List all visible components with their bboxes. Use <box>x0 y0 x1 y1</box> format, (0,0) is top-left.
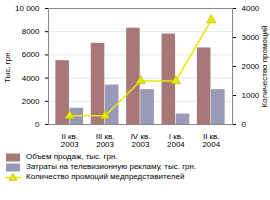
svg-text:6000: 6000 <box>22 50 40 59</box>
html-text:Количество промоций медпредста: Количество промоций медпредставителей <box>26 172 185 181</box>
svg-text:I кв.2004: I кв.2004 <box>167 132 185 149</box>
svg-text:II кв.2003: II кв.2003 <box>61 132 79 149</box>
svg-text:II кв.2004: II кв.2004 <box>202 132 220 149</box>
svg-text:4000: 4000 <box>242 4 260 13</box>
svg-text:3000: 3000 <box>242 33 260 42</box>
svg-text:10 000: 10 000 <box>15 4 40 13</box>
html-text:Объем продаж, тыс. грн.: Объем продаж, тыс. грн. <box>26 152 118 161</box>
svg-text:0: 0 <box>242 120 247 129</box>
svg-text:IV кв.2003: IV кв.2003 <box>131 132 151 149</box>
svg-text:2000: 2000 <box>22 97 40 106</box>
svg-text:8000: 8000 <box>22 27 40 36</box>
svg-text:III кв.2003: III кв.2003 <box>96 132 115 149</box>
svg-text:2000: 2000 <box>242 62 260 71</box>
svg-text:Тыс. грн.: Тыс. грн. <box>3 50 12 83</box>
svg-text:1000: 1000 <box>242 91 260 100</box>
svg-text:0: 0 <box>35 120 40 129</box>
svg-text:Количество промоций: Количество промоций <box>260 26 269 108</box>
html-text:Затраты на телевизионную рекла: Затраты на телевизионную рекламу, тыс. г… <box>26 162 197 171</box>
svg-text:4000: 4000 <box>22 74 40 83</box>
